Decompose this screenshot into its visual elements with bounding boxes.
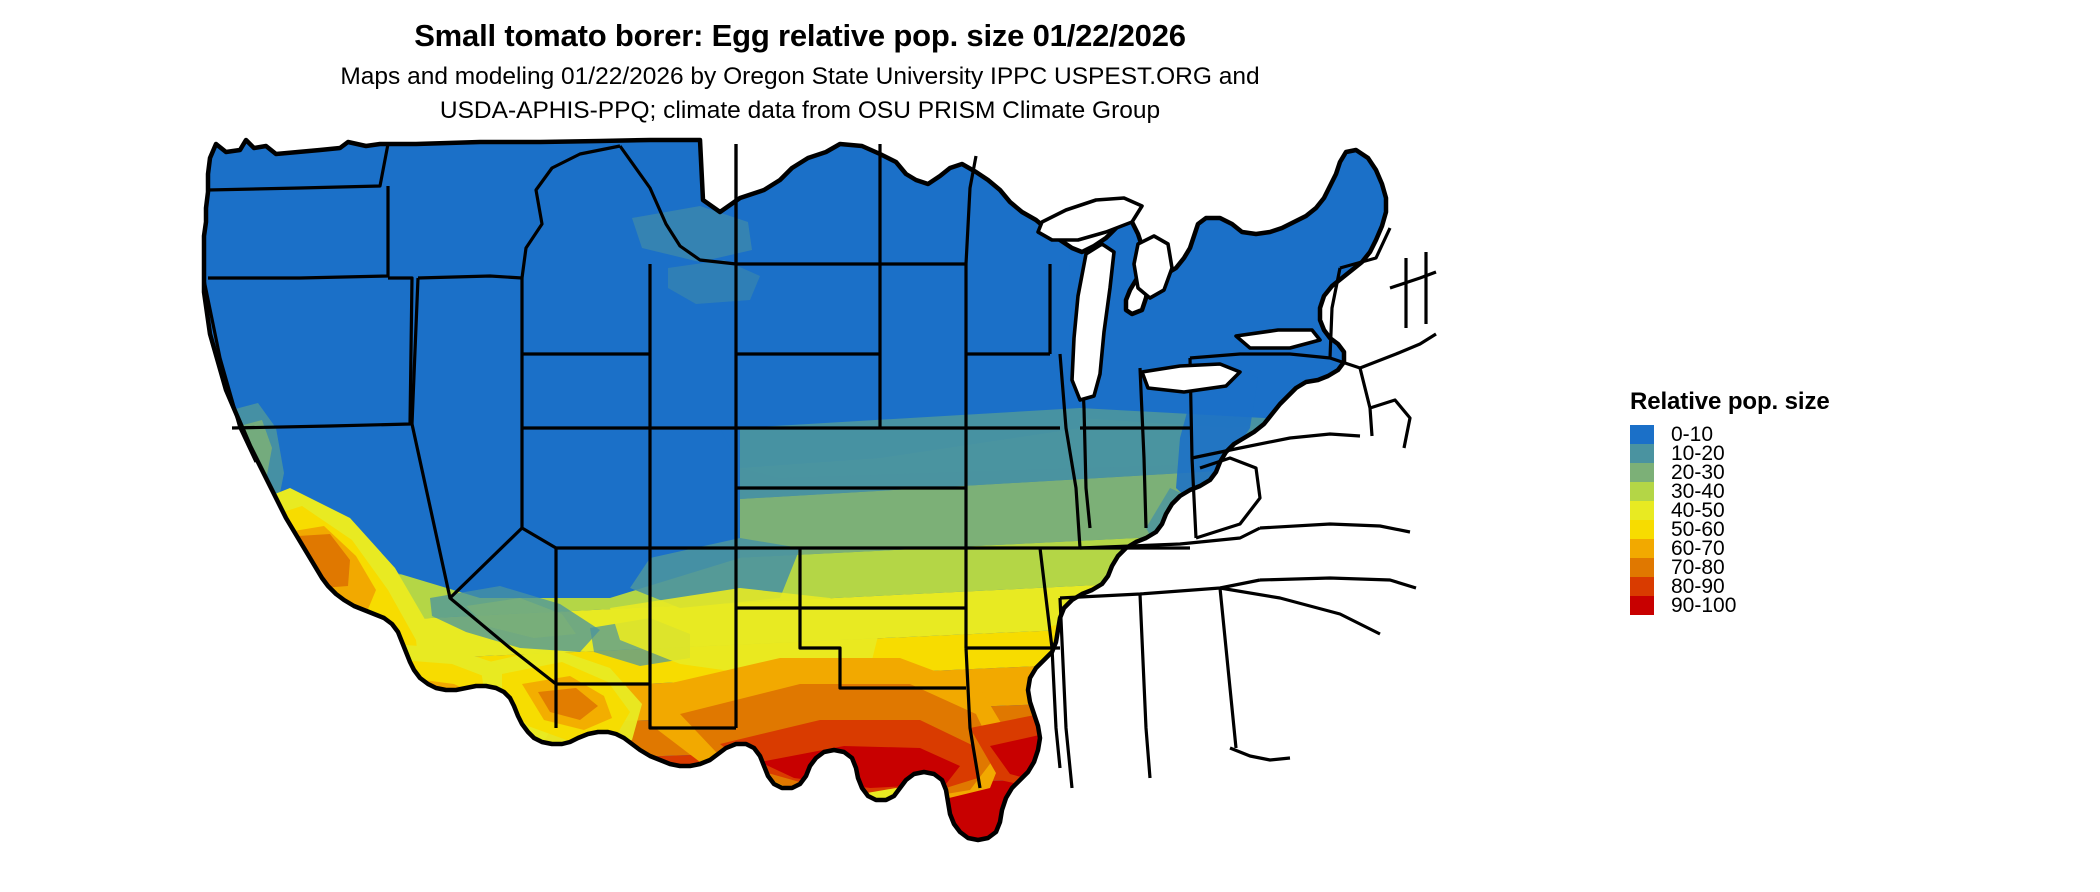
legend-rows: 0-10 10-20 20-30 30-40 40-50 50-60 60-70 70-80 8… [1630,423,1950,617]
raster-norcal-coast-red [238,506,260,526]
raster-south-texas-green [840,806,932,840]
state-boundaries [202,143,1437,789]
lake-ontario [1234,328,1322,350]
page-subtitle: Maps and modeling 01/22/2026 by Oregon S… [0,60,1600,128]
raster-southeast-yellow [1180,572,1386,640]
legend-item: 40-50 [1630,499,1950,522]
raster-florida-north-orange [1276,764,1348,812]
legend-swatch [1630,539,1654,558]
legend-label: 70-80 [1671,556,1725,579]
legend-label: 20-30 [1671,461,1725,484]
legend-label: 0-10 [1671,423,1714,446]
raster-florida-central-green [1282,814,1346,840]
legend-item: 10-20 [1630,442,1950,465]
legend-label: 10-20 [1671,442,1725,465]
lake-huron [1132,234,1174,300]
legend-swatch [1630,596,1654,615]
raster-valley-cool-pocket [340,622,380,660]
legend-swatch [1630,577,1654,596]
legend-swatch [1630,482,1654,501]
legend-item: 20-30 [1630,461,1950,484]
raster-nm-tx-yellow [610,588,880,678]
subtitle-line-1: Maps and modeling 01/22/2026 by Oregon S… [340,63,1260,90]
legend-item: 70-80 [1630,556,1950,579]
legend-item: 50-60 [1630,518,1950,541]
legend-title: Relative pop. size [1630,388,1830,415]
raster-norcal-coast-orange [232,498,266,532]
legend-item: 80-90 [1630,575,1950,598]
lake-erie [1140,362,1242,394]
raster-cold-northern-plains [720,140,1080,468]
legend-item: 90-100 [1630,594,1950,617]
legend-swatch [1630,463,1654,482]
subtitle-line-2: USDA-APHIS-PPQ; climate data from OSU PR… [439,97,1161,124]
raster-desert-red [388,702,462,728]
legend-swatch [1630,425,1654,444]
raster-south-texas-blue-tip [864,830,916,840]
great-lakes [1036,196,1322,402]
raster-florida-central-gold [1278,792,1348,834]
legend-label: 50-60 [1671,518,1725,541]
legend-label: 40-50 [1671,499,1725,522]
legend-item: 60-70 [1630,537,1950,560]
legend-swatch [1630,501,1654,520]
raster-cold-interior-west [330,140,740,598]
lake-michigan [1070,242,1116,402]
raster-great-basin-green [466,598,576,638]
lake-superior [1036,196,1144,242]
raster-desert-dark-orange [376,692,486,736]
raster-florida-south-blue [1290,848,1356,868]
raster-florida-south-teal [1280,830,1348,840]
legend-swatch [1630,444,1654,463]
legend-item: 0-10 [1630,423,1950,446]
legend-label: 90-100 [1671,594,1737,617]
legend-item: 30-40 [1630,480,1950,503]
page-title: Small tomato borer: Egg relative pop. si… [414,18,1186,53]
raster-desert-hot-core [402,710,446,724]
raster-sacramento-valley-dark-orange [298,534,350,588]
raster-south-texas-yellow [826,788,946,840]
legend-label: 80-90 [1671,575,1725,598]
raster-arizona-dark-orange [538,688,598,720]
raster-south-texas-teal [848,820,924,840]
legend-label: 30-40 [1671,480,1725,503]
us-outline [201,137,1389,843]
raster-arkansas-gold [1050,614,1186,670]
map-legend: Relative pop. size 0-10 10-20 20-30 30-40 40… [1630,388,1950,617]
legend-swatch [1630,520,1654,539]
legend-label: 60-70 [1671,537,1725,560]
raster-montana-highland-teal [632,206,752,262]
us-coastline-path [201,137,1389,843]
raster-appalachian-cold-spine [1176,363,1258,503]
us-choropleth-map [180,128,1440,868]
raster-southeast-dark-orange [1210,648,1360,704]
map-svg [201,137,1437,868]
legend-swatch [1630,558,1654,577]
